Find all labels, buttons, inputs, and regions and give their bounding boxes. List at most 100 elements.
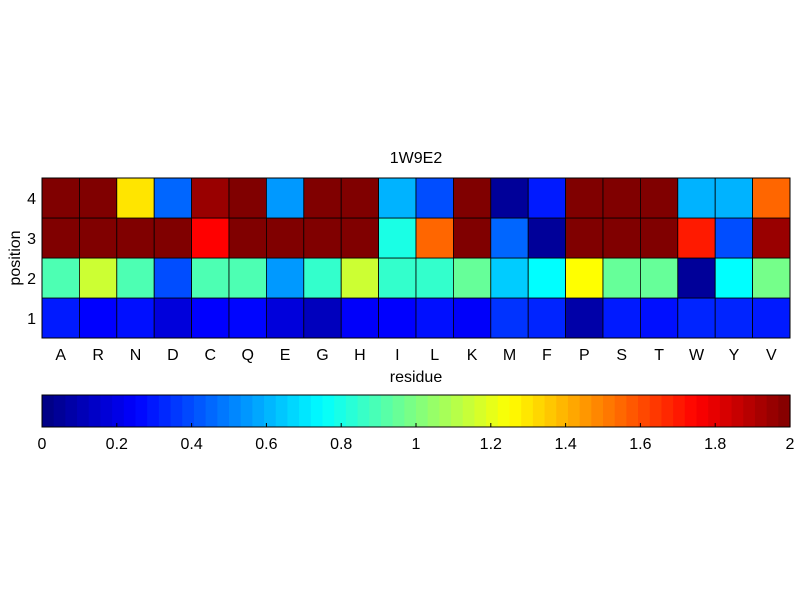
x-tick-R: R xyxy=(92,347,104,364)
heatmap-cell-D-2 xyxy=(153,257,192,299)
colorbar-step xyxy=(100,395,113,427)
colorbar-step xyxy=(614,395,627,427)
heatmap-cell-S-4 xyxy=(602,177,641,219)
x-tick-F: F xyxy=(542,347,552,364)
heatmap-cell-T-1 xyxy=(640,297,679,339)
colorbar-step xyxy=(357,395,370,427)
colorbar-step xyxy=(112,395,125,427)
colorbar-tick-1: 1 xyxy=(412,436,421,453)
heatmap-cell-T-2 xyxy=(640,257,679,299)
colorbar-tick-2: 2 xyxy=(786,436,795,453)
colorbar-step xyxy=(556,395,569,427)
colorbar-tick-0.8: 0.8 xyxy=(330,436,352,453)
colorbar-step xyxy=(603,395,616,427)
heatmap-cell-I-3 xyxy=(378,217,417,259)
heatmap-cell-K-1 xyxy=(452,297,492,339)
heatmap-cell-L-2 xyxy=(415,257,454,299)
heatmap-cell-I-4 xyxy=(378,177,417,219)
colorbar-step xyxy=(462,395,476,427)
heatmap-cell-W-3 xyxy=(677,217,716,259)
x-tick-M: M xyxy=(503,347,516,364)
heatmap-cell-R-1 xyxy=(79,297,118,339)
colorbar-step xyxy=(638,395,651,427)
heatmap-cell-G-1 xyxy=(303,297,342,339)
colorbar-tick-1.4: 1.4 xyxy=(554,436,576,453)
x-tick-P: P xyxy=(579,347,590,364)
colorbar-step xyxy=(427,395,440,427)
heatmap-cell-N-2 xyxy=(116,257,155,299)
colorbar-step xyxy=(451,395,464,427)
colorbar-step xyxy=(42,395,55,427)
x-tick-A: A xyxy=(55,347,66,364)
heatmap-cell-H-1 xyxy=(340,297,380,339)
colorbar-step xyxy=(416,395,429,427)
colorbar-step xyxy=(474,395,487,427)
colorbar-step xyxy=(567,395,581,427)
x-tick-E: E xyxy=(280,347,291,364)
heatmap-cell-V-3 xyxy=(752,217,791,259)
heatmap-cell-T-3 xyxy=(640,217,679,259)
colorbar-step xyxy=(53,395,66,427)
y-tick-3: 3 xyxy=(27,231,36,248)
heatmap-cell-S-1 xyxy=(602,297,641,339)
heatmap-cell-C-3 xyxy=(191,217,230,259)
heatmap-cell-N-4 xyxy=(116,177,155,219)
heatmap-cells xyxy=(41,177,791,339)
x-axis-label: residue xyxy=(390,369,443,386)
heatmap-cell-F-4 xyxy=(527,177,567,219)
x-tick-L: L xyxy=(430,347,439,364)
colorbar-tick-1.2: 1.2 xyxy=(480,436,502,453)
colorbar-step xyxy=(486,395,499,427)
heatmap-cell-W-2 xyxy=(677,257,716,299)
y-tick-labels: 1 2 3 4 xyxy=(27,191,36,328)
colorbar-step xyxy=(719,395,733,427)
heatmap-cell-C-4 xyxy=(191,177,230,219)
colorbar-step xyxy=(544,395,557,427)
heatmap-cell-A-3 xyxy=(41,217,80,259)
heatmap-cell-Q-4 xyxy=(228,177,267,219)
colorbar-step xyxy=(649,395,663,427)
heatmap-cell-R-4 xyxy=(79,177,118,219)
x-tick-Y: Y xyxy=(729,347,740,364)
x-tick-Q: Q xyxy=(241,347,253,364)
colorbar-step xyxy=(322,395,335,427)
colorbar-step xyxy=(147,395,160,427)
heatmap-cell-K-2 xyxy=(452,257,492,299)
colorbar-step xyxy=(731,395,744,427)
heatmap-cell-G-2 xyxy=(303,257,342,299)
colorbar-step xyxy=(123,395,137,427)
colorbar xyxy=(42,395,791,427)
colorbar-step xyxy=(369,395,382,427)
heatmap-cell-R-2 xyxy=(79,257,118,299)
colorbar-step xyxy=(497,395,511,427)
heatmap-cell-N-1 xyxy=(116,297,155,339)
colorbar-step xyxy=(217,395,230,427)
heatmap-cell-E-4 xyxy=(265,177,305,219)
colorbar-step xyxy=(661,395,674,427)
colorbar-step xyxy=(404,395,417,427)
colorbar-step xyxy=(532,395,546,427)
heatmap-cell-M-4 xyxy=(490,177,529,219)
colorbar-step xyxy=(696,395,709,427)
heatmap-cell-P-3 xyxy=(565,217,604,259)
colorbar-step xyxy=(684,395,698,427)
heatmap-cell-Y-4 xyxy=(714,177,754,219)
heatmap-cell-N-3 xyxy=(116,217,155,259)
colorbar-tick-0.4: 0.4 xyxy=(180,436,202,453)
colorbar-tick-0: 0 xyxy=(38,436,47,453)
heatmap-cell-K-4 xyxy=(452,177,492,219)
heatmap-cell-C-1 xyxy=(191,297,230,339)
colorbar-step xyxy=(299,395,312,427)
colorbar-step xyxy=(754,395,768,427)
heatmap-cell-D-3 xyxy=(153,217,192,259)
colorbar-step xyxy=(182,395,195,427)
heatmap-cell-I-1 xyxy=(378,297,417,339)
heatmap-cell-A-2 xyxy=(41,257,80,299)
colorbar-step xyxy=(65,395,78,427)
heatmap-cell-W-1 xyxy=(677,297,716,339)
heatmap-cell-D-1 xyxy=(153,297,192,339)
heatmap-cell-M-1 xyxy=(490,297,529,339)
colorbar-tick-1.6: 1.6 xyxy=(629,436,651,453)
heatmap-cell-Y-2 xyxy=(714,257,754,299)
